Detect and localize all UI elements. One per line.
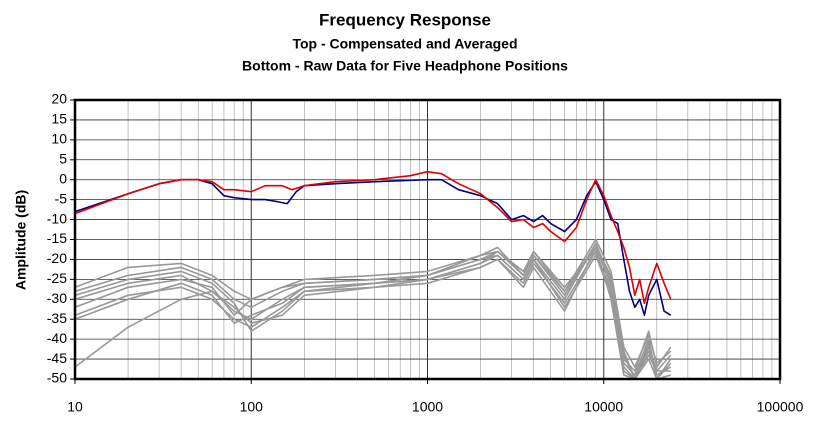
series-line	[74, 246, 672, 380]
y-tick-label: 0	[59, 170, 67, 186]
x-tick-label: 100000	[757, 399, 804, 415]
x-tick-label: 10000	[584, 399, 623, 415]
series-line	[74, 170, 672, 305]
plot-border	[73, 98, 782, 381]
y-tick-label: -25	[47, 270, 67, 286]
y-tick-label: -10	[47, 210, 67, 226]
y-axis-label: Amplitude (dB)	[13, 190, 29, 290]
y-tick-label: -20	[47, 250, 67, 266]
y-tick-label: -50	[47, 370, 67, 386]
y-tick-label: -35	[47, 310, 67, 326]
y-tick-label: 15	[51, 111, 67, 127]
y-tick-label: -40	[47, 330, 67, 346]
chart-subtitle: Bottom - Raw Data for Five Headphone Pos…	[242, 58, 568, 74]
y-tick-label: -15	[47, 230, 67, 246]
y-tick-label: -30	[47, 290, 67, 306]
chart-title: Frequency Response	[319, 10, 491, 29]
chart-subtitle: Top - Compensated and Averaged	[292, 36, 517, 52]
x-tick-label: 10	[67, 399, 83, 415]
x-tick-label: 100	[240, 399, 264, 415]
series-line	[74, 178, 672, 316]
series-line	[74, 254, 671, 380]
y-tick-label: -5	[55, 190, 68, 206]
series-line	[74, 246, 672, 380]
y-tick-label: 20	[51, 91, 67, 107]
y-tick-label: 5	[59, 150, 67, 166]
x-tick-label: 1000	[412, 399, 443, 415]
y-tick-label: -45	[47, 350, 67, 366]
y-tick-label: 10	[51, 131, 67, 147]
series-line	[74, 238, 672, 368]
